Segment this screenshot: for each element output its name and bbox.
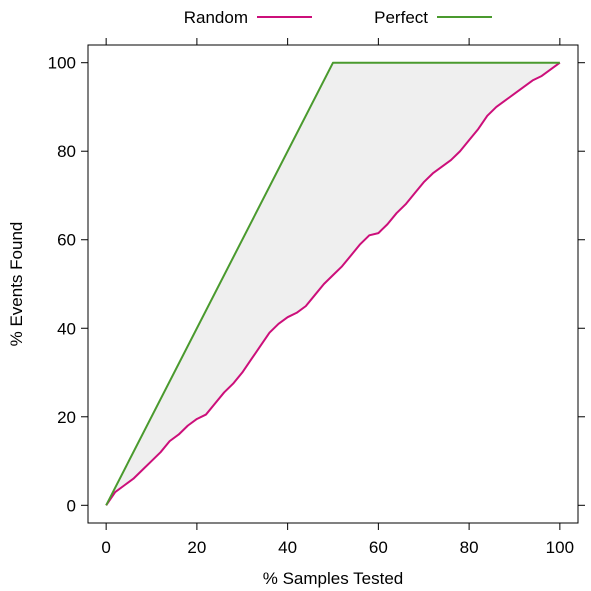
x-tick-label: 60 (369, 538, 388, 557)
plot-frame (87, 44, 579, 524)
x-axis: 0 20 40 60 80 100 (101, 38, 574, 557)
x-tick-label: 40 (278, 538, 297, 557)
series-line-random (105, 61, 561, 506)
shaded-region (106, 62, 560, 506)
x-axis-title: % Samples Tested (263, 569, 403, 588)
legend-label-perfect: Perfect (374, 8, 428, 27)
y-tick-label: 100 (48, 54, 76, 73)
y-tick-label: 80 (57, 142, 76, 161)
y-tick-label: 40 (57, 319, 76, 338)
y-tick-label: 60 (57, 231, 76, 250)
legend-label-random: Random (184, 8, 248, 27)
x-tick-label: 20 (187, 538, 206, 557)
y-tick-label: 20 (57, 408, 76, 427)
y-tick-label: 0 (67, 496, 76, 515)
x-tick-label: 0 (101, 538, 110, 557)
legend: Random Perfect (184, 8, 492, 27)
y-axis-title: % Events Found (7, 222, 26, 347)
series-line-perfect (105, 61, 560, 506)
shaded-region-layer (106, 62, 560, 506)
x-tick-label: 100 (546, 538, 574, 557)
x-tick-label: 80 (460, 538, 479, 557)
y-axis: 0 20 40 60 80 100 (48, 54, 585, 515)
series-layer (105, 61, 561, 506)
